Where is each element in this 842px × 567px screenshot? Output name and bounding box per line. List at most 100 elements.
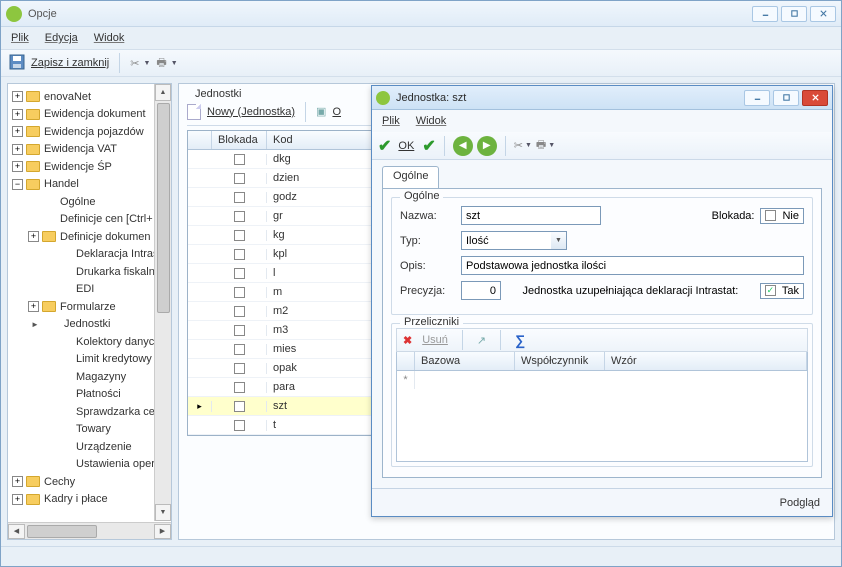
menu-widok[interactable]: Widok (94, 32, 125, 44)
row-checkbox[interactable] (234, 287, 245, 298)
col-wzor[interactable]: Wzór (605, 352, 807, 370)
row-checkbox[interactable] (234, 154, 245, 165)
input-nazwa[interactable] (461, 206, 601, 225)
tools-icon[interactable]: ✂ (130, 57, 139, 70)
ok-button[interactable]: OK (398, 140, 414, 152)
tree-item[interactable]: ►Jednostki (8, 316, 171, 334)
tree-item[interactable]: Płatności (8, 386, 171, 404)
main-menu: Plik Edycja Widok (1, 27, 841, 49)
sub-menu: Plik Widok (372, 110, 832, 132)
sub-toolbar: ✔ OK ✔ ◀ ▶ ✂▼ 🖶▼ (372, 132, 832, 160)
tree-item[interactable]: Sprawdzarka cen (8, 403, 171, 421)
row-checkbox[interactable] (234, 401, 245, 412)
row-checkbox[interactable] (234, 249, 245, 260)
open-icon[interactable]: ▣ (316, 105, 326, 118)
input-precyzja[interactable] (461, 281, 501, 300)
sub-title: Jednostka: szt (396, 92, 744, 104)
tree-vscroll[interactable]: ▲▼ (154, 84, 171, 521)
next-nav-button[interactable]: ▶ (477, 136, 497, 156)
menu-plik[interactable]: Plik (11, 32, 29, 44)
sub-titlebar: Jednostka: szt (372, 86, 832, 110)
status-podglad[interactable]: Podgląd (780, 497, 820, 509)
row-checkbox[interactable] (234, 230, 245, 241)
open-ext-icon[interactable]: ↗ (477, 334, 486, 347)
tree-item[interactable]: Definicje cen [Ctrl+ (8, 211, 171, 229)
tree-item[interactable]: Urządzenie (8, 438, 171, 456)
tree-item[interactable]: +Ewidencja dokument (8, 106, 171, 124)
row-checkbox[interactable] (234, 420, 245, 431)
tree-item[interactable]: Ustawienia opera (8, 456, 171, 474)
legend-przeliczniki: Przeliczniki (400, 316, 463, 328)
select-typ[interactable]: ▼ (461, 231, 567, 250)
row-checkbox[interactable] (234, 192, 245, 203)
open-label[interactable]: O (332, 106, 341, 118)
app-icon (6, 6, 22, 22)
tree-item[interactable]: +Ewidencja pojazdów (8, 123, 171, 141)
tree-item[interactable]: Drukarka fiskalna (8, 263, 171, 281)
row-checkbox[interactable] (234, 173, 245, 184)
checkbox-intrastat[interactable]: ✓Tak (760, 283, 804, 299)
tree-item[interactable]: Magazyny (8, 368, 171, 386)
tree-item[interactable]: +Kadry i płace (8, 491, 171, 509)
tree-item[interactable]: +enovaNet (8, 88, 171, 106)
sub-minimize-button[interactable] (744, 90, 770, 106)
tree-item[interactable]: Kolektory danych (8, 333, 171, 351)
close-button[interactable] (810, 6, 836, 22)
tree-item[interactable]: EDI (8, 281, 171, 299)
sub-maximize-button[interactable] (773, 90, 799, 106)
print-icon[interactable]: 🖶 (156, 54, 166, 73)
main-titlebar: Opcje (1, 1, 841, 27)
tree-item[interactable]: +Definicje dokumen (8, 228, 171, 246)
new-button[interactable]: Nowy (Jednostka) (207, 106, 295, 118)
minimize-button[interactable] (752, 6, 778, 22)
save-icon (9, 54, 25, 73)
tree-item[interactable]: +Cechy (8, 473, 171, 491)
checkbox-blokada[interactable]: Nie (760, 208, 804, 224)
fieldset-ogolne: Ogólne Nazwa: Blokada: Nie Typ: (391, 197, 813, 315)
sub-menu-plik[interactable]: Plik (382, 115, 400, 127)
ok-check-icon: ✔ (378, 136, 391, 156)
row-checkbox[interactable] (234, 382, 245, 393)
tree-item[interactable]: +Ewidencja VAT (8, 141, 171, 159)
row-checkbox[interactable] (234, 268, 245, 279)
main-title: Opcje (28, 8, 752, 20)
col-blokada[interactable]: Blokada (212, 131, 267, 149)
row-checkbox[interactable] (234, 306, 245, 317)
col-bazowa[interactable]: Bazowa (415, 352, 515, 370)
przel-toolbar: ✖ Usuń ↗ ∑ (396, 328, 808, 352)
sub-tools-icon[interactable]: ✂ (514, 139, 523, 152)
delete-button[interactable]: Usuń (422, 334, 448, 346)
tree-hscroll[interactable]: ◀▶ (8, 522, 171, 539)
tree-item[interactable]: +Ewidencje ŚP (8, 158, 171, 176)
chevron-down-icon[interactable]: ▼ (551, 231, 567, 250)
tab-ogolne[interactable]: Ogólne (382, 166, 439, 188)
main-toolbar: Zapisz i zamknij ✂ ▼ 🖶 ▼ (1, 49, 841, 77)
sub-app-icon (376, 91, 390, 105)
sub-window: Jednostka: szt Plik Widok ✔ OK ✔ ◀ ▶ ✂▼ … (371, 85, 833, 517)
main-statusbar (1, 546, 841, 566)
sub-menu-widok[interactable]: Widok (416, 115, 447, 127)
sigma-icon[interactable]: ∑ (515, 332, 525, 348)
tree-item[interactable]: Towary (8, 421, 171, 439)
menu-edycja[interactable]: Edycja (45, 32, 78, 44)
save-close-button[interactable]: Zapisz i zamknij (31, 57, 109, 69)
tree-item[interactable]: Limit kredytowy (8, 351, 171, 369)
apply-check-icon[interactable]: ✔ (422, 136, 435, 156)
tree-item[interactable]: −Handel (8, 176, 171, 194)
tree-item[interactable]: Ogólne (8, 193, 171, 211)
sub-print-icon[interactable]: 🖶 (536, 136, 546, 155)
col-wspolczynnik[interactable]: Współczynnik (515, 352, 605, 370)
label-typ: Typ: (400, 235, 455, 247)
input-opis[interactable] (461, 256, 804, 275)
przel-grid: Bazowa Współczynnik Wzór * (396, 352, 808, 462)
row-checkbox[interactable] (234, 363, 245, 374)
prev-nav-button[interactable]: ◀ (453, 136, 473, 156)
tree-item[interactable]: Deklaracja Intrasta (8, 246, 171, 264)
sub-close-button[interactable] (802, 90, 828, 106)
row-checkbox[interactable] (234, 325, 245, 336)
row-checkbox[interactable] (234, 344, 245, 355)
new-doc-icon (187, 104, 201, 120)
row-checkbox[interactable] (234, 211, 245, 222)
tree-item[interactable]: +Formularze (8, 298, 171, 316)
maximize-button[interactable] (781, 6, 807, 22)
